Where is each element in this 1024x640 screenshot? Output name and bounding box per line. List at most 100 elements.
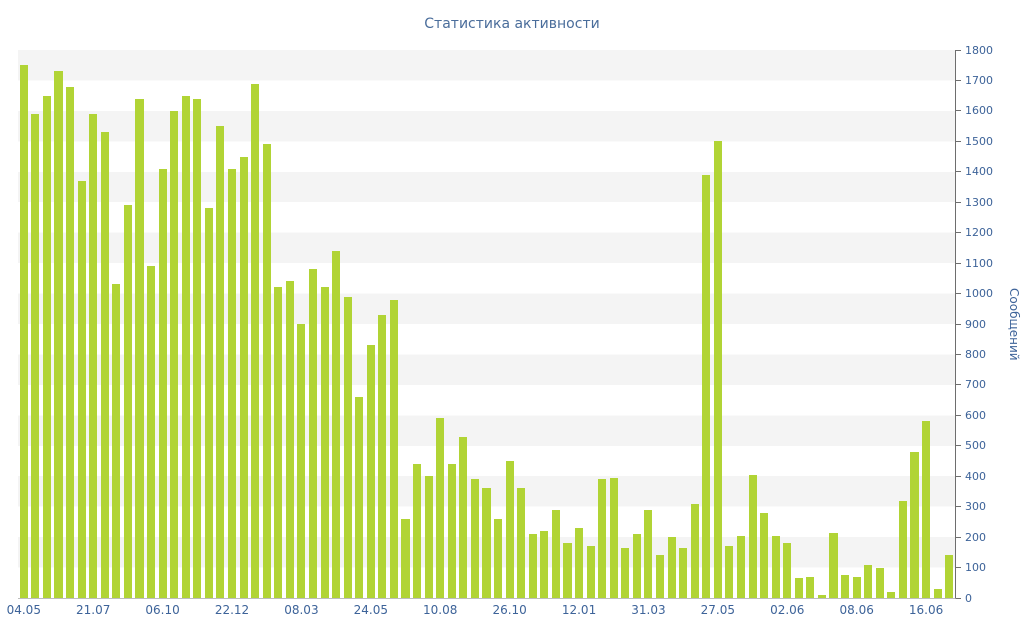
bar[interactable] bbox=[887, 591, 896, 598]
bar[interactable] bbox=[864, 564, 873, 598]
y-tick-mark bbox=[956, 475, 961, 477]
bar[interactable] bbox=[841, 575, 850, 598]
bar[interactable] bbox=[135, 98, 144, 598]
bar[interactable] bbox=[251, 83, 260, 598]
bar[interactable] bbox=[771, 535, 780, 598]
bar[interactable] bbox=[424, 476, 433, 598]
bar[interactable] bbox=[563, 543, 572, 598]
y-tick-label: 800 bbox=[965, 347, 986, 361]
bar[interactable] bbox=[89, 113, 98, 598]
bar[interactable] bbox=[655, 555, 665, 598]
bar[interactable] bbox=[459, 436, 468, 598]
bar[interactable] bbox=[783, 543, 792, 598]
bar[interactable] bbox=[621, 547, 630, 598]
y-tick-mark bbox=[956, 79, 961, 81]
bar[interactable] bbox=[308, 269, 318, 598]
bar[interactable] bbox=[945, 555, 954, 598]
x-tick-label: 16.06 bbox=[908, 603, 944, 617]
bar[interactable] bbox=[181, 95, 190, 598]
y-tick-mark bbox=[956, 384, 961, 386]
y-tick-mark bbox=[956, 232, 961, 234]
bar[interactable] bbox=[31, 113, 40, 598]
bar[interactable] bbox=[644, 509, 653, 598]
y-tick-mark bbox=[956, 353, 961, 355]
bar[interactable] bbox=[910, 451, 919, 598]
bar[interactable] bbox=[598, 479, 607, 598]
bar[interactable] bbox=[239, 156, 248, 598]
bar[interactable] bbox=[100, 132, 109, 598]
bar[interactable] bbox=[297, 324, 306, 598]
bar[interactable] bbox=[817, 594, 826, 598]
bar[interactable] bbox=[528, 534, 537, 598]
bar[interactable] bbox=[146, 266, 156, 598]
y-tick-mark bbox=[956, 414, 961, 416]
bar[interactable] bbox=[274, 287, 283, 598]
bar[interactable] bbox=[574, 527, 584, 598]
bar[interactable] bbox=[922, 421, 931, 598]
y-tick-mark bbox=[956, 262, 961, 264]
bar[interactable] bbox=[355, 397, 364, 598]
x-tick-label: 31.03 bbox=[631, 603, 666, 617]
bar[interactable] bbox=[609, 477, 618, 598]
bar[interactable] bbox=[482, 488, 491, 598]
bar[interactable] bbox=[748, 474, 757, 598]
bar[interactable] bbox=[447, 464, 456, 598]
bar[interactable] bbox=[517, 488, 526, 598]
y-tick-label: 1600 bbox=[965, 104, 993, 118]
bar[interactable] bbox=[736, 535, 746, 598]
bar[interactable] bbox=[667, 537, 676, 598]
bar[interactable] bbox=[725, 546, 734, 598]
bar[interactable] bbox=[760, 512, 769, 598]
bar[interactable] bbox=[933, 588, 942, 598]
bar[interactable] bbox=[470, 479, 479, 598]
bar[interactable] bbox=[66, 86, 75, 598]
bar[interactable] bbox=[77, 180, 86, 598]
bar[interactable] bbox=[170, 110, 179, 598]
bar[interactable] bbox=[216, 126, 225, 598]
bar[interactable] bbox=[852, 576, 861, 598]
bar[interactable] bbox=[632, 534, 641, 598]
y-tick-label: 1700 bbox=[965, 73, 993, 87]
bar[interactable] bbox=[690, 503, 699, 598]
bar[interactable] bbox=[42, 95, 51, 598]
bar[interactable] bbox=[54, 71, 63, 598]
bar[interactable] bbox=[702, 174, 711, 598]
bar[interactable] bbox=[332, 250, 341, 598]
bar[interactable] bbox=[586, 546, 595, 598]
bar[interactable] bbox=[829, 532, 838, 598]
bar[interactable] bbox=[320, 287, 329, 598]
y-tick-label: 0 bbox=[965, 591, 972, 605]
bar[interactable] bbox=[505, 461, 514, 598]
bar[interactable] bbox=[875, 567, 884, 598]
bar[interactable] bbox=[343, 296, 352, 598]
bar[interactable] bbox=[19, 65, 28, 598]
bar[interactable] bbox=[204, 208, 213, 598]
bar[interactable] bbox=[436, 418, 445, 598]
bar[interactable] bbox=[193, 98, 202, 598]
bar[interactable] bbox=[123, 205, 132, 598]
bar[interactable] bbox=[158, 168, 167, 598]
bar[interactable] bbox=[227, 168, 237, 598]
bar[interactable] bbox=[285, 281, 294, 598]
y-tick-label: 400 bbox=[965, 469, 986, 483]
bar[interactable] bbox=[378, 314, 387, 598]
bar[interactable] bbox=[413, 464, 422, 598]
bar[interactable] bbox=[112, 284, 121, 598]
bar[interactable] bbox=[401, 518, 410, 598]
bar[interactable] bbox=[794, 578, 803, 598]
bar[interactable] bbox=[898, 500, 907, 598]
bar[interactable] bbox=[389, 299, 398, 598]
bar[interactable] bbox=[679, 547, 688, 598]
bar[interactable] bbox=[494, 518, 503, 598]
y-tick-label: 1300 bbox=[965, 195, 993, 209]
bar[interactable] bbox=[540, 531, 549, 598]
x-axis: 04.05 21.07 06.10 22.12 08.03 24.05 10.08 26.10… bbox=[7, 603, 955, 621]
bar[interactable] bbox=[551, 509, 560, 598]
bar[interactable] bbox=[806, 576, 815, 598]
bar[interactable] bbox=[713, 141, 722, 598]
bar[interactable] bbox=[262, 144, 271, 598]
y-tick-label: 1000 bbox=[965, 287, 993, 301]
y-tick-label: 700 bbox=[965, 378, 986, 392]
bar[interactable] bbox=[366, 345, 375, 598]
